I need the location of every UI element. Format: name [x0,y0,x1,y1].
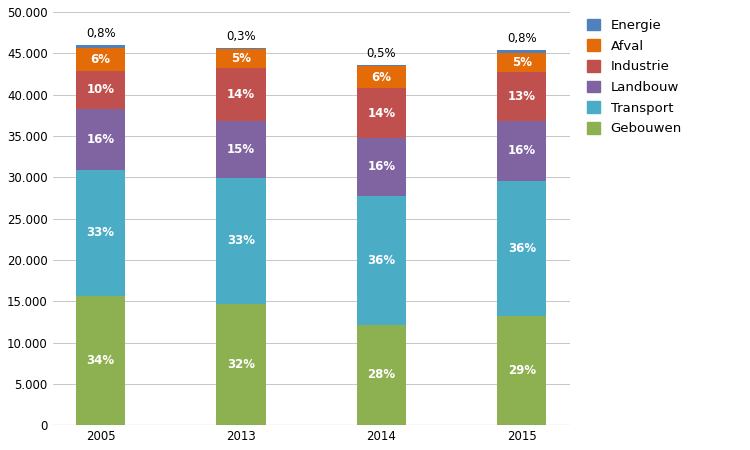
Bar [217,304,266,425]
Text: 5%: 5% [512,56,532,69]
Text: 13%: 13% [508,90,536,103]
Text: 0,3%: 0,3% [226,30,256,43]
Text: 32%: 32% [227,358,255,371]
Text: 28%: 28% [368,369,395,382]
Bar [497,53,547,72]
Text: 33%: 33% [87,226,115,239]
Bar [357,196,406,325]
Bar [357,325,406,425]
Bar [76,48,125,71]
Text: 5%: 5% [231,52,251,65]
Bar [76,71,125,109]
Text: 36%: 36% [368,254,395,267]
Bar [357,67,406,88]
Text: 0,8%: 0,8% [507,32,537,45]
Text: 33%: 33% [227,234,255,248]
Text: 14%: 14% [227,88,255,101]
Text: 0,8%: 0,8% [86,27,116,40]
Text: 16%: 16% [86,133,115,146]
Bar [497,72,547,121]
Text: 36%: 36% [508,242,536,255]
Bar [217,49,266,68]
Bar [76,296,125,425]
Text: 16%: 16% [368,161,395,173]
Text: 6%: 6% [371,71,392,84]
Bar [357,88,406,138]
Text: 34%: 34% [86,354,115,367]
Text: 14%: 14% [368,107,395,120]
Text: 15%: 15% [227,143,255,156]
Bar [217,48,266,49]
Bar [76,109,125,170]
Bar [76,170,125,296]
Bar [217,68,266,121]
Text: 0,5%: 0,5% [367,47,396,60]
Bar [357,65,406,67]
Bar [497,181,547,316]
Bar [217,178,266,304]
Text: 29%: 29% [508,364,536,377]
Bar [497,50,547,53]
Legend: Energie, Afval, Industrie, Landbouw, Transport, Gebouwen: Energie, Afval, Industrie, Landbouw, Tra… [587,18,682,135]
Bar [217,121,266,178]
Bar [357,138,406,196]
Bar [497,121,547,181]
Text: 10%: 10% [87,83,115,96]
Bar [76,45,125,48]
Text: 6%: 6% [91,53,111,66]
Bar [497,316,547,425]
Text: 16%: 16% [508,144,536,157]
